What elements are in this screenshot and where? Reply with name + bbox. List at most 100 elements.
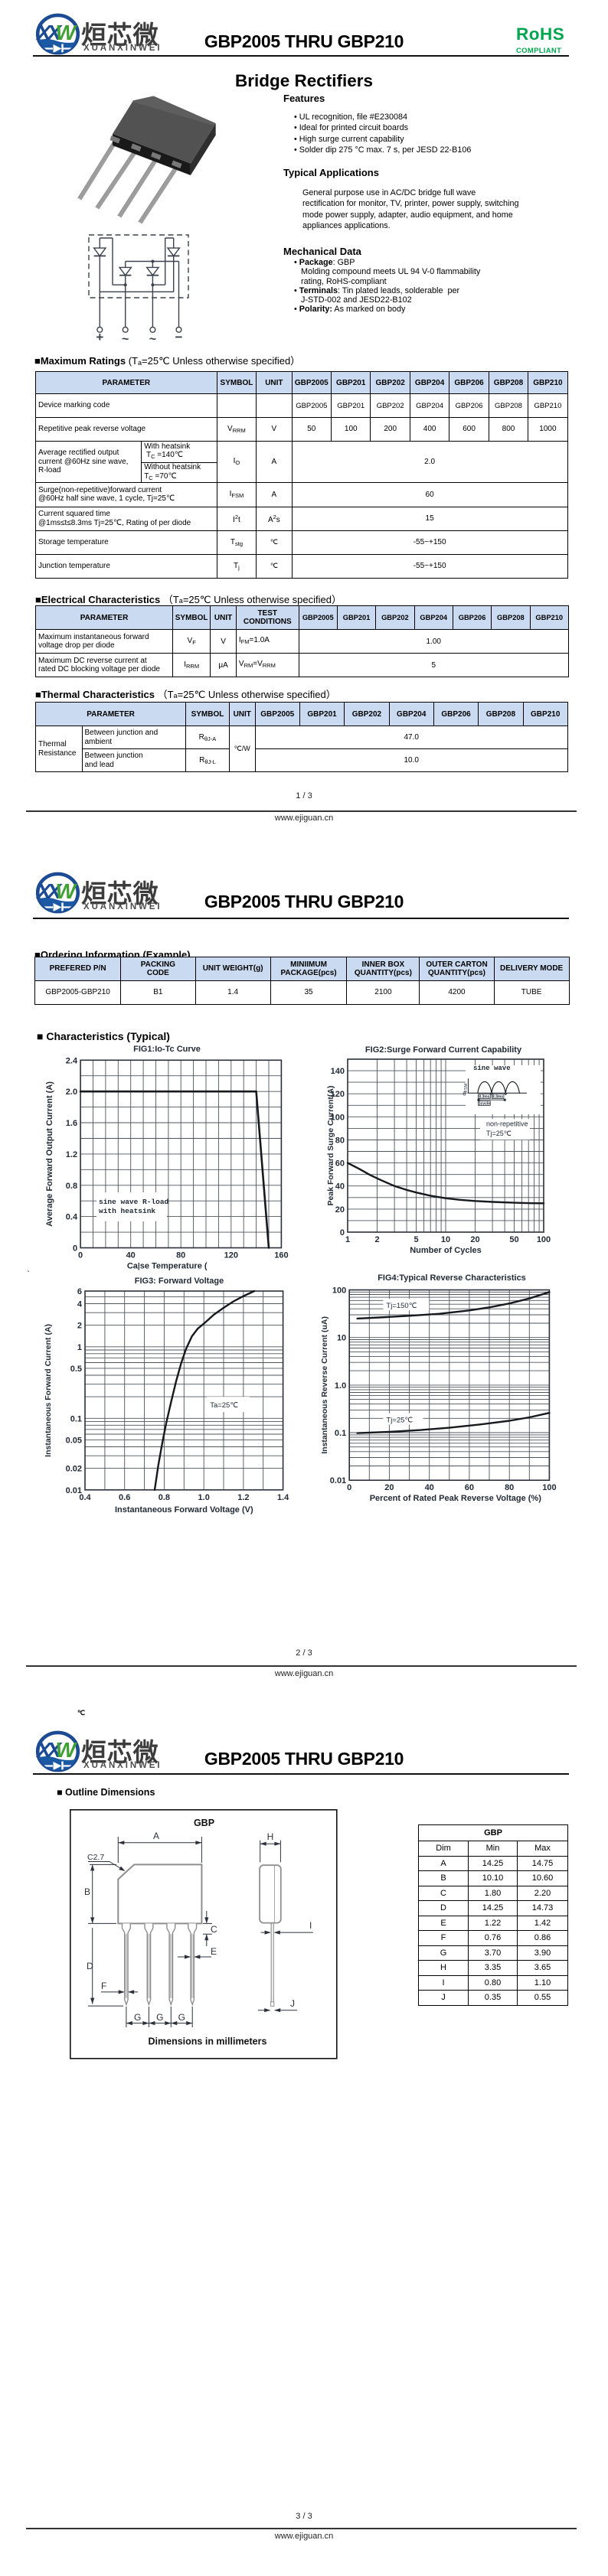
svg-text:8.3ms: 8.3ms (479, 1095, 489, 1100)
svg-text:G: G (178, 2012, 185, 2023)
svg-text:100: 100 (331, 1113, 345, 1122)
svg-text:0.02: 0.02 (66, 1465, 82, 1474)
svg-text:2: 2 (374, 1235, 379, 1244)
svg-text:20: 20 (335, 1205, 345, 1215)
svg-text:non-repetitive: non-repetitive (486, 1120, 528, 1128)
svg-text:W: W (56, 1738, 78, 1762)
svg-text:20: 20 (384, 1483, 394, 1492)
svg-text:2: 2 (77, 1322, 82, 1331)
svg-text:Peak Forward Surge Current(A): Peak Forward Surge Current(A) (326, 1086, 335, 1206)
svg-text:1.0: 1.0 (198, 1493, 210, 1502)
svg-text:Tj=25℃: Tj=25℃ (386, 1417, 413, 1425)
svg-text:0.1: 0.1 (70, 1414, 82, 1423)
svg-text:Percent of Rated Peak Reverse: Percent of Rated Peak Reverse Voltage (%… (370, 1494, 541, 1503)
svg-text:2.0: 2.0 (66, 1087, 77, 1097)
svg-text:140: 140 (331, 1067, 345, 1076)
svg-text:Instantaneous Reverse Current: Instantaneous Reverse Current (uA) (322, 1316, 329, 1454)
svg-text:0.8: 0.8 (66, 1182, 77, 1191)
svg-text:Instantaneous Forward Current: Instantaneous Forward Current (A) (44, 1324, 53, 1457)
svg-text:Instantaneous Forward Voltage: Instantaneous Forward Voltage (V) (115, 1505, 253, 1515)
svg-text:X: X (46, 879, 64, 903)
svg-text:D: D (87, 1961, 93, 1971)
svg-text:0: 0 (340, 1228, 345, 1237)
svg-text:0: 0 (347, 1483, 351, 1492)
svg-text:1: 1 (77, 1343, 82, 1352)
svg-text:10: 10 (441, 1235, 450, 1244)
svg-text:40: 40 (126, 1251, 136, 1260)
svg-text:W: W (56, 879, 78, 903)
svg-text:A: A (153, 1831, 159, 1841)
svg-text:W: W (56, 21, 78, 44)
svg-text:0.1: 0.1 (335, 1429, 346, 1438)
svg-text:120: 120 (331, 1090, 345, 1099)
svg-text:5: 5 (414, 1235, 418, 1244)
svg-text:H: H (267, 1831, 274, 1842)
svg-text:Dimensions in millimeters: Dimensions in millimeters (149, 2036, 267, 2047)
svg-text:1.2: 1.2 (66, 1150, 77, 1159)
svg-text:G: G (156, 2012, 163, 2023)
svg-text:Tj=25℃: Tj=25℃ (486, 1130, 512, 1137)
svg-text:F: F (101, 1981, 106, 1991)
svg-text:IFSM: IFSM (464, 1083, 469, 1094)
svg-text:0.8: 0.8 (159, 1493, 170, 1502)
svg-text:2.4: 2.4 (66, 1056, 78, 1065)
svg-text:X: X (35, 21, 53, 44)
svg-text:100: 100 (332, 1286, 346, 1296)
svg-text:60: 60 (465, 1483, 474, 1492)
svg-text:80: 80 (335, 1136, 345, 1146)
svg-text:8.3ms: 8.3ms (492, 1095, 503, 1100)
svg-text:120: 120 (224, 1251, 238, 1260)
svg-text:20: 20 (470, 1235, 479, 1244)
svg-text:~: ~ (122, 333, 129, 346)
svg-text:X: X (35, 879, 53, 903)
svg-text:Ta=25℃: Ta=25℃ (210, 1401, 238, 1410)
svg-text:0: 0 (73, 1244, 77, 1254)
svg-text:10: 10 (337, 1334, 346, 1343)
svg-text:1: 1 (345, 1235, 350, 1244)
svg-text:G: G (134, 2012, 141, 2023)
svg-text:6: 6 (77, 1287, 82, 1296)
svg-text:J: J (290, 1998, 295, 2009)
svg-text:1.0: 1.0 (335, 1381, 346, 1391)
svg-text:X: X (35, 1738, 53, 1762)
svg-text:100: 100 (542, 1483, 556, 1492)
svg-text:X: X (46, 1738, 64, 1762)
svg-text:0.5: 0.5 (70, 1365, 82, 1374)
svg-text:40: 40 (335, 1182, 345, 1192)
svg-text:Average Forward Output Current: Average Forward Output Current (A) (45, 1081, 54, 1227)
svg-text:40: 40 (425, 1483, 434, 1492)
svg-text:0.4: 0.4 (79, 1493, 91, 1502)
svg-text:60: 60 (335, 1159, 345, 1169)
svg-text:160: 160 (274, 1251, 288, 1260)
svg-text:0.05: 0.05 (66, 1436, 82, 1445)
svg-text:C2.7: C2.7 (87, 1853, 104, 1862)
svg-text:with heatsink: with heatsink (99, 1207, 155, 1215)
svg-text:0.01: 0.01 (66, 1486, 82, 1495)
svg-text:80: 80 (505, 1483, 514, 1492)
svg-text:0.6: 0.6 (119, 1493, 130, 1502)
svg-text:80: 80 (176, 1251, 185, 1260)
svg-text:I: I (309, 1920, 312, 1931)
svg-text:1.4: 1.4 (277, 1493, 289, 1502)
svg-text:0: 0 (78, 1251, 83, 1260)
svg-text:1cycle: 1cycle (479, 1102, 491, 1107)
svg-text:GBP: GBP (194, 1818, 214, 1828)
svg-text:X: X (46, 21, 64, 44)
svg-text:Number of Cycles: Number of Cycles (410, 1246, 482, 1255)
svg-text:E: E (211, 1946, 217, 1957)
svg-text:4: 4 (77, 1300, 83, 1309)
svg-text:1.6: 1.6 (66, 1119, 77, 1128)
svg-text:C: C (211, 1924, 217, 1935)
svg-text:0.01: 0.01 (330, 1476, 346, 1485)
svg-text:Tj=150℃: Tj=150℃ (386, 1302, 417, 1310)
svg-text:50: 50 (509, 1235, 518, 1244)
svg-text:~: ~ (149, 333, 156, 346)
svg-text:sine wave R-load: sine wave R-load (99, 1198, 169, 1206)
svg-text:B: B (84, 1886, 90, 1897)
svg-text:0.4: 0.4 (66, 1213, 78, 1222)
svg-text:−: − (175, 330, 183, 344)
svg-text:0: 0 (463, 1090, 466, 1097)
svg-text:Ca|se Temperature (: Ca|se Temperature ( (127, 1262, 208, 1271)
svg-text:1.2: 1.2 (237, 1493, 249, 1502)
svg-text:sine wave: sine wave (473, 1065, 511, 1072)
